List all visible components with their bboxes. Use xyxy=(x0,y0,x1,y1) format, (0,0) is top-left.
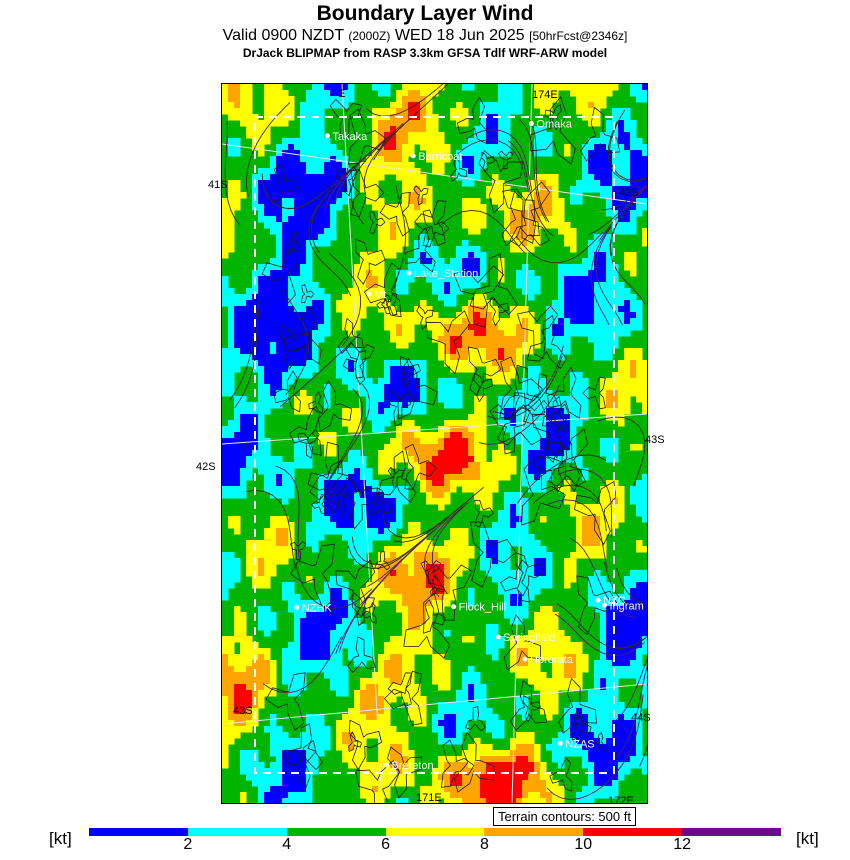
place-label: NZAS xyxy=(565,738,594,750)
place-marker: Brereton xyxy=(383,760,434,772)
inner-domain-box xyxy=(254,116,615,774)
place-dot xyxy=(528,121,534,127)
place-label: Omaka xyxy=(536,119,572,131)
graticule xyxy=(222,84,647,803)
lat-label-left-top: 41S xyxy=(208,179,228,191)
colorbar xyxy=(89,828,782,836)
forecast-info: [50hrFcst@2346z] xyxy=(529,29,628,43)
valid-prefix: Valid 0900 NZDT xyxy=(222,27,344,44)
place-marker: Lake_Station xyxy=(406,268,478,280)
valid-date: WED 18 Jun 2025 xyxy=(394,27,525,44)
valid-time: Valid 0900 NZDT (2000Z) WED 18 Jun 2025 … xyxy=(0,27,850,45)
place-marker: Mt xyxy=(366,289,386,301)
colorbar-unit-right: [kt] xyxy=(796,829,819,848)
colorbar-segment-5 xyxy=(583,828,683,836)
wind-map[interactable]: Takaka Omaka Barricoat Lake_Station Mt NZHK Fl… xyxy=(221,83,648,804)
place-label: Barricoat xyxy=(418,151,462,163)
place-dot xyxy=(294,604,300,610)
terrain-contours-note: Terrain contours: 500 ft xyxy=(493,807,636,826)
place-marker: Takaka xyxy=(324,131,368,143)
place-marker: NZAS xyxy=(557,738,595,750)
place-marker: NZHK xyxy=(294,602,332,614)
place-marker: Ingram xyxy=(602,600,644,612)
place-dot xyxy=(366,291,372,297)
place-label: Hororata xyxy=(530,654,574,666)
place-dot xyxy=(410,153,416,159)
lat-label-right-top: 42S xyxy=(619,187,639,199)
place-dot xyxy=(595,597,601,603)
place-markers: Takaka Omaka Barricoat Lake_Station Mt NZHK Fl… xyxy=(294,119,644,772)
colorbar-segment-6 xyxy=(682,828,782,836)
place-label: NZHK xyxy=(302,602,333,614)
place-label: Brereton xyxy=(391,760,433,772)
model-info: DrJack BLIPMAP from RASP 3.3km GFSA Tdlf… xyxy=(242,46,608,60)
lat-label-right-mid: 43S xyxy=(645,434,665,446)
terrain-contours xyxy=(261,96,621,803)
place-marker: Barricoat xyxy=(410,151,462,163)
colorbar-tick-label: 12 xyxy=(673,836,692,853)
map-title: Boundary Layer Wind xyxy=(316,2,534,25)
lon-label-top-a: E xyxy=(338,88,346,100)
colorbar-tick-label: 10 xyxy=(574,836,593,853)
colorbar-segment-2 xyxy=(286,828,386,836)
place-label: Lake_Station xyxy=(414,268,478,280)
lon-label-bottom-a: 171E xyxy=(416,792,442,804)
lat-label-right-bot: 44S xyxy=(631,712,651,724)
place-marker: Flock_Hill xyxy=(451,602,506,614)
place-label: Flock_Hill xyxy=(459,602,507,614)
colorbar-segment-1 xyxy=(187,828,287,836)
colorbar-tick-label: 8 xyxy=(479,836,489,853)
colorbar-segment-3 xyxy=(385,828,485,836)
lon-label-top-b: 174E xyxy=(532,89,558,101)
colorbar-segment-4 xyxy=(484,828,584,836)
place-dot xyxy=(522,656,528,662)
lon-label-bottom-b: 172E xyxy=(608,795,634,807)
place-dot xyxy=(451,604,457,610)
place-dot xyxy=(383,762,389,768)
lat-label-left-mid: 42S xyxy=(196,461,216,473)
place-label: Mt xyxy=(374,289,386,301)
colorbar-segment-0 xyxy=(89,828,188,836)
place-label: NZC xyxy=(603,595,626,607)
place-dot xyxy=(557,740,563,746)
place-marker: NZC xyxy=(595,595,626,607)
valid-utc: (2000Z) xyxy=(348,29,391,43)
place-dot xyxy=(324,133,330,139)
colorbar-tick-label: 2 xyxy=(183,836,193,853)
colorbar-unit-left: [kt] xyxy=(49,829,72,848)
place-marker: Omaka xyxy=(528,119,573,131)
lat-label-left-bot: 43S xyxy=(233,705,253,717)
place-marker: Hororata xyxy=(522,654,574,666)
wind-map-canvas: Takaka Omaka Barricoat Lake_Station Mt NZHK Fl… xyxy=(222,84,647,803)
place-label: Ingram xyxy=(610,600,644,612)
place-label: Takaka xyxy=(332,131,368,143)
place-marker: Springfield xyxy=(495,632,555,644)
place-dot xyxy=(602,602,607,608)
colorbar-tick-label: 6 xyxy=(381,836,391,853)
colorbar-tick-label: 4 xyxy=(282,836,292,853)
place-dot xyxy=(406,270,412,276)
place-label: Springfield xyxy=(503,632,555,644)
place-dot xyxy=(495,634,501,640)
